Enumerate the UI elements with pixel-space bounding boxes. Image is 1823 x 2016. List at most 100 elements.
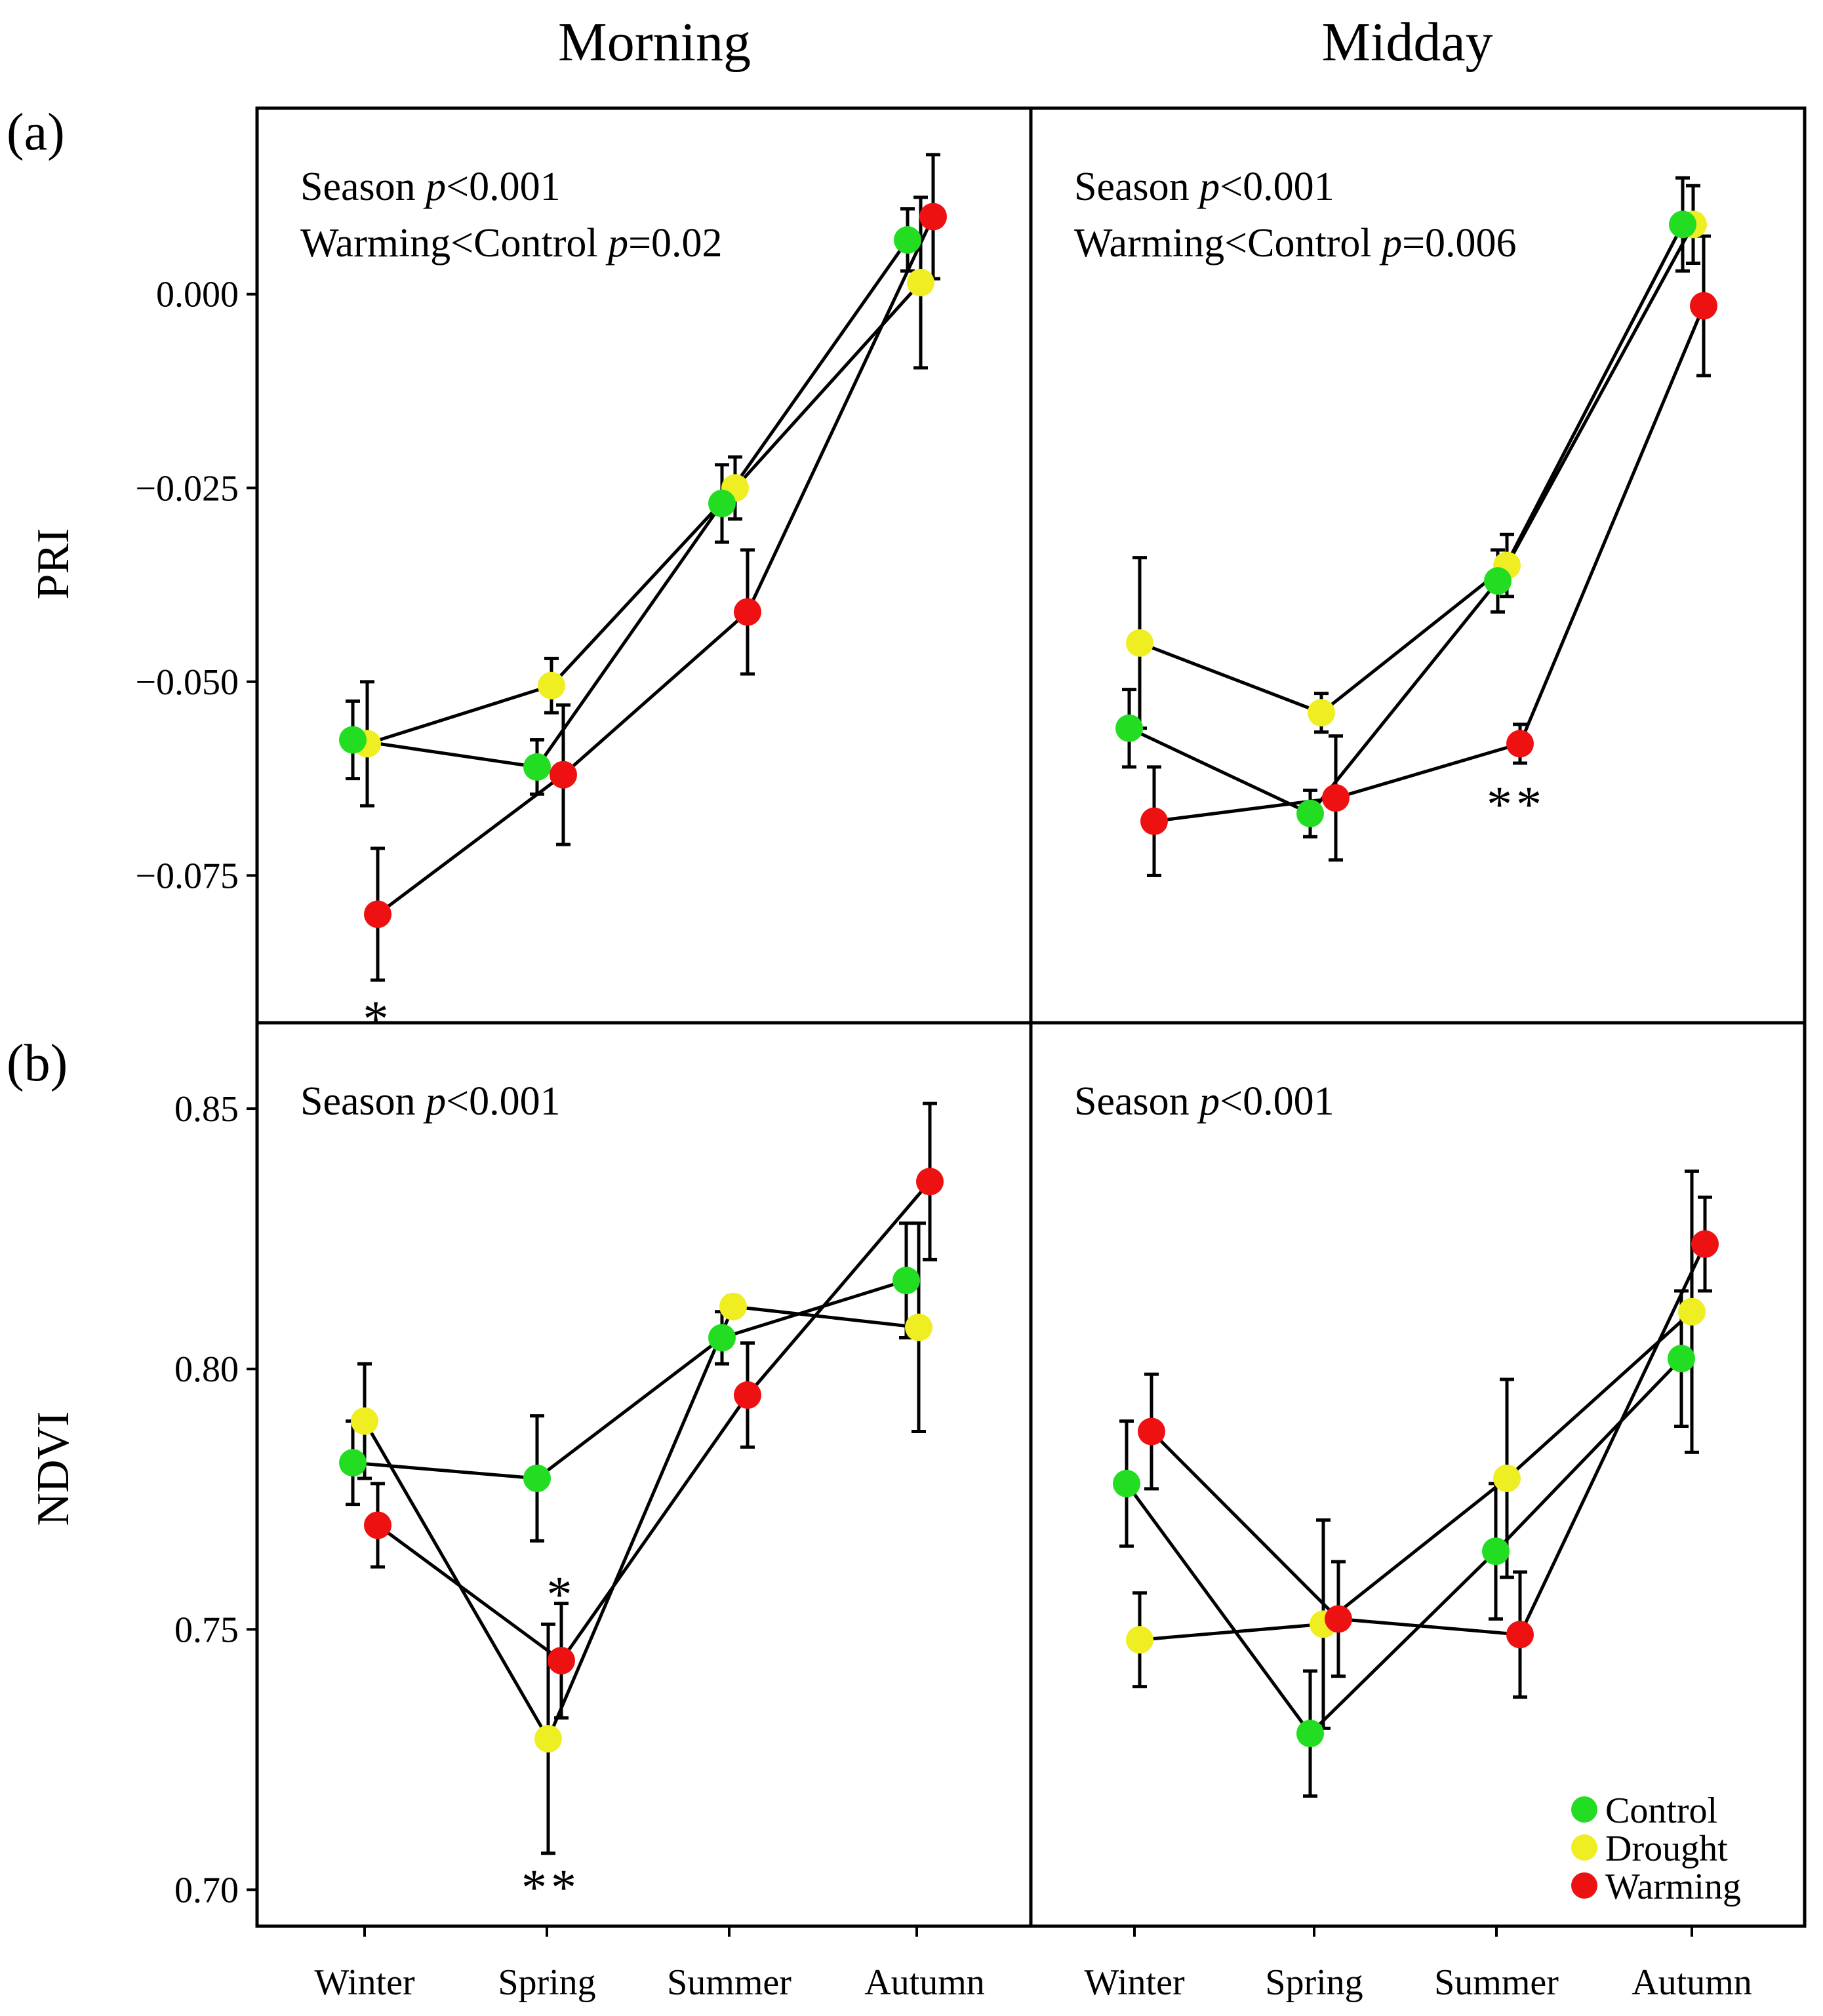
point-drought-summer [719, 1292, 747, 1320]
y-tick-label: 0.80 [174, 1349, 239, 1390]
point-warming-spring [1322, 784, 1350, 812]
row-label-b: (b) [7, 1035, 68, 1092]
point-warming-spring [1325, 1605, 1352, 1633]
point-control-summer [1482, 1537, 1510, 1566]
y-tick-label: −0.025 [135, 468, 239, 509]
point-drought-winter [1126, 1626, 1153, 1654]
y-tick-label: 0.75 [174, 1610, 239, 1650]
point-warming-summer [734, 598, 761, 626]
series-line-drought [1139, 1310, 1693, 1642]
point-warming-winter [1138, 1417, 1165, 1446]
point-drought-spring [1308, 699, 1335, 727]
significance-mark: ** [521, 1859, 580, 1916]
series-line-drought [1139, 224, 1695, 715]
panel-pri-midday: Season p<0.001 Warming<Control p=0.006 ** [1029, 106, 1807, 1025]
point-control-summer [1484, 567, 1512, 595]
point-warming-autumn [1691, 1230, 1719, 1258]
series-line-warming [376, 1180, 931, 1663]
point-drought-spring [534, 1725, 562, 1753]
legend-marker-drought [1571, 1834, 1597, 1861]
annotation-season: Season p<0.001 [1074, 1079, 1334, 1124]
point-warming-summer [1506, 1621, 1534, 1649]
legend-label-drought: Drought [1605, 1828, 1728, 1869]
significance-mark: * [547, 1566, 576, 1623]
point-control-winter [339, 726, 367, 754]
point-control-summer [708, 489, 736, 517]
legend-marker-warming [1571, 1872, 1597, 1899]
x-tick-label-autumn-right: Autumn [1632, 1962, 1752, 2003]
point-warming-spring [550, 761, 577, 789]
x-tick-label-winter-left: Winter [314, 1962, 415, 2003]
point-drought-autumn [1678, 1297, 1706, 1326]
y-tick-label: 0.000 [156, 275, 239, 315]
panel-ndvi-midday: Season p<0.001 [1029, 1021, 1807, 1937]
point-drought-spring [538, 671, 565, 700]
series-line-warming [1153, 305, 1706, 823]
point-drought-winter [1126, 629, 1153, 657]
point-control-winter [1115, 714, 1143, 742]
point-control-autumn [892, 1267, 920, 1295]
point-warming-autumn [916, 1168, 944, 1196]
y-tick-label: −0.075 [135, 856, 239, 896]
series-line-control [352, 1278, 907, 1480]
y-axis-label-ndvi: NDVI [28, 1412, 79, 1526]
point-drought-autumn [907, 268, 934, 296]
panel-frame [255, 1021, 1033, 1928]
point-warming-autumn [1690, 292, 1717, 320]
point-control-summer [708, 1324, 736, 1352]
series-line-control [1125, 1357, 1683, 1736]
x-tick-label-winter-right: Winter [1084, 1962, 1185, 2003]
point-control-spring [523, 753, 551, 781]
y-axis-label-pri: PRI [28, 528, 79, 600]
point-control-spring [1296, 799, 1324, 827]
row-label-a: (a) [7, 104, 65, 161]
series-line-drought [367, 281, 922, 745]
y-tick-label: 0.70 [174, 1870, 239, 1910]
annotation-season: Season p<0.001 [1074, 165, 1334, 209]
point-drought-autumn [905, 1313, 932, 1341]
x-tick-label-summer-right: Summer [1434, 1962, 1559, 2003]
point-control-spring [1296, 1720, 1324, 1748]
significance-mark: * [363, 990, 393, 1047]
point-warming-autumn [919, 203, 947, 231]
series-line-control [352, 239, 910, 769]
panel-pri-morning: 0.000 −0.025 −0.050 −0.075 Season p<0.001 War… [135, 106, 1033, 1047]
column-title-midday: Midday [1321, 12, 1492, 73]
annotation-season: Season p<0.001 [300, 1079, 561, 1124]
series-line-warming [1150, 1243, 1707, 1636]
legend-label-warming: Warming [1605, 1867, 1741, 1907]
point-warming-summer [1506, 730, 1534, 758]
annotation-warming-control: Warming<Control p=0.02 [300, 221, 723, 266]
legend-label-control: Control [1605, 1790, 1717, 1831]
point-control-spring [523, 1464, 551, 1492]
point-warming-winter [364, 1511, 391, 1539]
x-tick-label-spring-left: Spring [498, 1962, 595, 2003]
series-line-drought [363, 1305, 919, 1743]
x-tick-label-autumn-left: Autumn [864, 1962, 985, 2003]
point-control-autumn [894, 226, 921, 254]
point-control-autumn [1669, 210, 1696, 239]
series-line-warming [376, 216, 935, 916]
point-warming-summer [734, 1381, 761, 1409]
point-warming-spring [548, 1646, 575, 1674]
significance-mark: ** [1487, 776, 1546, 833]
y-tick-label: 0.85 [174, 1089, 239, 1130]
x-tick-label-summer-left: Summer [667, 1962, 791, 2003]
point-warming-winter [1140, 807, 1168, 835]
y-tick-label: −0.050 [135, 662, 239, 703]
annotation-warming-control: Warming<Control p=0.006 [1074, 221, 1517, 266]
point-drought-summer [1493, 1464, 1521, 1492]
legend-marker-control [1571, 1796, 1597, 1823]
x-tick-label-spring-right: Spring [1265, 1962, 1363, 2003]
annotation-season: Season p<0.001 [300, 165, 561, 209]
point-control-winter [339, 1449, 367, 1477]
panel-frame [1029, 1021, 1807, 1928]
column-title-morning: Morning [558, 12, 751, 73]
point-warming-winter [364, 900, 391, 928]
point-drought-winter [351, 1407, 378, 1435]
point-control-autumn [1668, 1345, 1695, 1373]
point-control-winter [1113, 1469, 1140, 1497]
